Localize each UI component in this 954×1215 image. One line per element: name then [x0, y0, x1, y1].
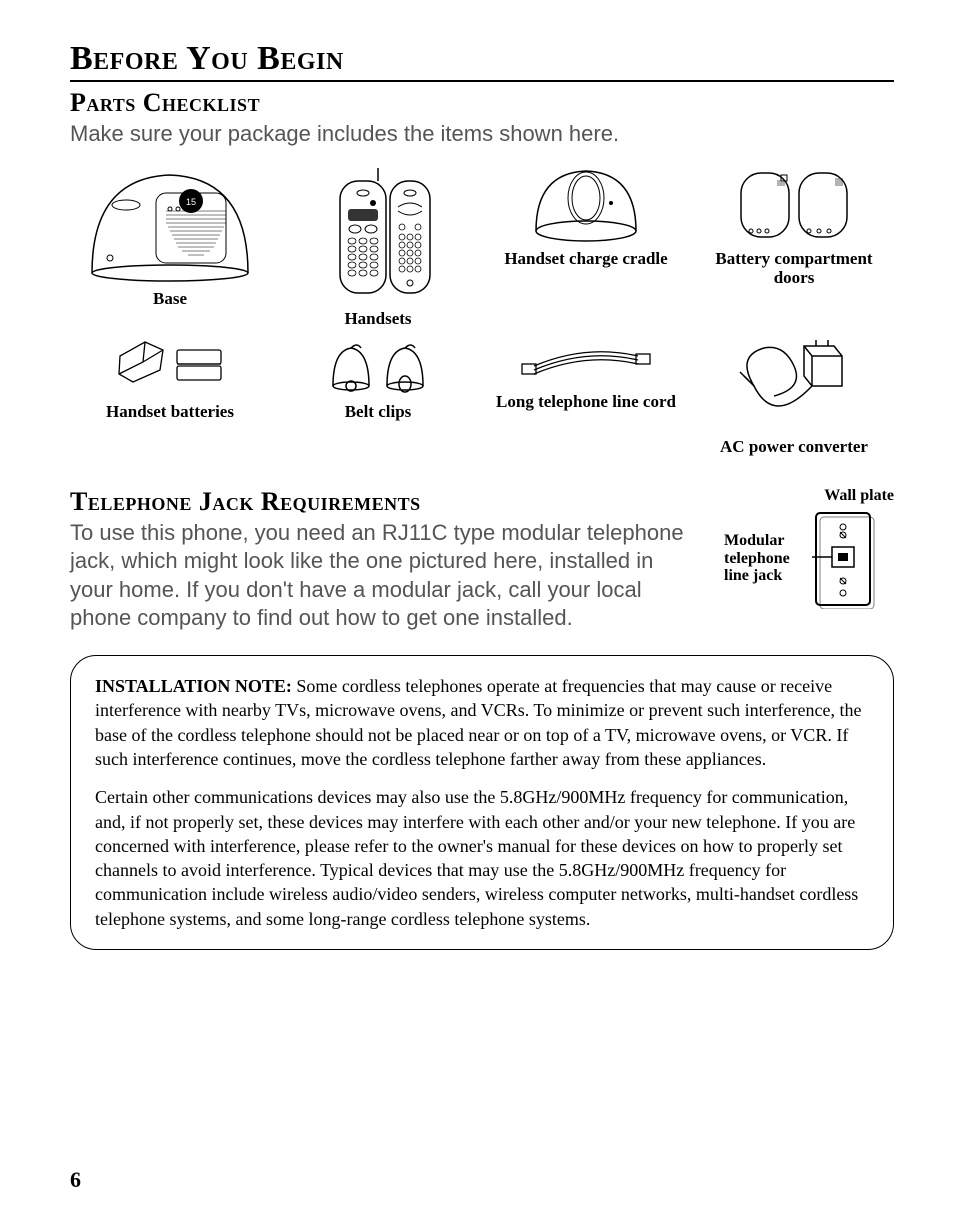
installation-note: INSTALLATION NOTE: Some cordless telepho… — [70, 655, 894, 950]
batteries-icon — [105, 336, 235, 396]
cradle-caption: Handset charge cradle — [504, 249, 667, 269]
note-p1: INSTALLATION NOTE: Some cordless telepho… — [95, 674, 869, 771]
checklist-heading: Parts Checklist — [70, 88, 894, 118]
checklist-intro: Make sure your package includes the item… — [70, 120, 894, 149]
cord-caption: Long telephone line cord — [496, 392, 676, 412]
note-heading: INSTALLATION NOTE: — [95, 676, 292, 696]
part-base: 15 Base — [70, 163, 270, 309]
base-caption: Base — [153, 289, 187, 309]
page-title: Before You Begin — [70, 40, 894, 78]
note-p2: Certain other communications devices may… — [95, 785, 869, 931]
part-cradle: Handset charge cradle — [486, 163, 686, 269]
base-icon: 15 — [88, 163, 253, 283]
part-doors: Battery compartment doors — [694, 163, 894, 288]
batteries-caption: Handset batteries — [106, 402, 234, 422]
ac-icon — [734, 336, 854, 431]
clips-icon — [313, 336, 443, 396]
cradle-icon — [531, 163, 641, 243]
title-rule — [70, 80, 894, 82]
doors-caption: Battery compartment doors — [694, 249, 894, 288]
ac-caption: AC power converter — [720, 437, 868, 457]
doors-icon — [729, 163, 859, 243]
part-handsets: Handsets — [278, 163, 478, 329]
wall-plate-label: Wall plate — [724, 487, 894, 505]
part-batteries: Handset batteries — [70, 336, 270, 422]
svg-text:15: 15 — [185, 197, 195, 207]
jack-section: Telephone Jack Requirements To use this … — [70, 487, 894, 633]
part-clips: Belt clips — [278, 336, 478, 422]
modular-label: Modular telephone line jack — [724, 532, 802, 585]
page-number: 6 — [70, 1167, 81, 1193]
part-cord: Long telephone line cord — [486, 336, 686, 412]
parts-grid: 15 Base — [70, 163, 894, 457]
jack-heading: Telephone Jack Requirements — [70, 487, 694, 517]
wall-plate-icon — [808, 509, 878, 609]
handsets-icon — [308, 163, 448, 303]
handsets-caption: Handsets — [344, 309, 411, 329]
clips-caption: Belt clips — [345, 402, 412, 422]
part-ac: AC power converter — [694, 336, 894, 457]
cord-icon — [516, 336, 656, 386]
jack-text: To use this phone, you need an RJ11C typ… — [70, 519, 694, 633]
